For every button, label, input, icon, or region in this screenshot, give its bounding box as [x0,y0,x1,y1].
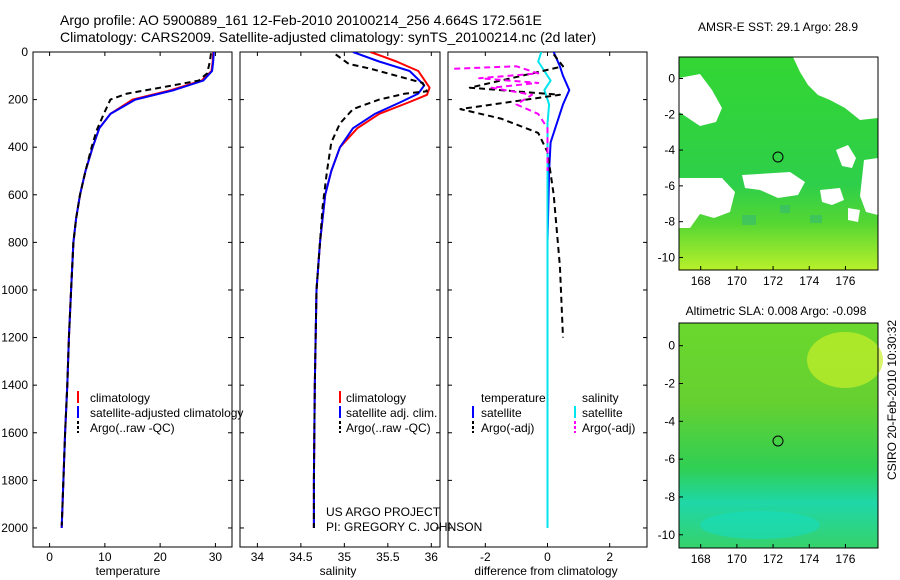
map-x-tick-label: 172 [763,552,783,566]
legend-label-temp-satellite: satellite [481,406,522,420]
temperature-series [60,52,215,529]
difference-xlabel: difference from climatology [474,564,617,578]
y-tick-label: 1000 [1,283,28,297]
y-tick-label: 200 [8,93,28,107]
map-x-tick-label: 174 [799,274,819,288]
sst-missing-data [679,57,878,228]
map-y-tick-label: -10 [658,528,676,542]
legend-label-satellite: satellite-adjusted climatology [90,406,243,420]
sst-map-axes: 168 170 172 174 176 0 -2 -4 -6 -8 -10 [658,71,856,288]
y-tick-label: 0 [21,45,28,59]
temperature-xlabel: temperature [96,564,161,578]
map-x-tick-label: 170 [727,274,747,288]
difference-legend: temperature salinity satellite satellite… [472,391,635,435]
sla-map-axes: 168 170 172 174 176 0 -2 -4 -6 -8 -10 [658,339,856,566]
series-line-salinity-argo-adj- [454,65,549,171]
x-tick-label: 20 [153,550,167,564]
sla-map-title: Altimetric SLA: 0.008 Argo: -0.098 [686,304,867,318]
map-y-tick-label: -4 [664,414,675,428]
map-x-tick-label: 168 [691,274,711,288]
map-x-tick-label: 172 [763,274,783,288]
legend-label-climatology: climatology [346,391,406,405]
legend-label-temp-argo: Argo(-adj) [481,421,534,435]
series-line-temperature-argo-adj- [459,53,564,338]
map-y-tick-label: -6 [664,452,675,466]
pi-annotation: PI: GREGORY C. JOHNSON [326,520,482,534]
salinity-x-axis: 34 34.5 35 35.5 36 [251,52,439,564]
x-tick-label: 10 [98,550,112,564]
sst-map [678,56,879,271]
salinity-xlabel: salinity [320,564,357,578]
legend-label-argo: Argo(..raw -QC) [346,421,431,435]
salinity-legend: climatology satellite adj. clim. Argo(..… [339,391,437,435]
x-tick-label: 2 [606,550,613,564]
sst-map-frame [678,56,879,271]
temperature-x-axis: 0 10 20 30 [46,52,222,564]
map-y-tick-label: -4 [664,143,675,157]
figure-subtitle: Climatology: CARS2009. Satellite-adjuste… [60,29,596,45]
map-y-tick-label: 0 [668,339,675,353]
legend-heading-temperature: temperature [481,391,546,405]
y-tick-label: 1200 [1,331,28,345]
sst-cool-patches [742,205,822,225]
x-tick-label: 34 [251,550,265,564]
map-x-tick-label: 176 [835,274,855,288]
map-y-tick-label: -2 [664,107,675,121]
difference-series [454,52,571,528]
legend-label-sal-satellite: satellite [582,406,623,420]
map-x-tick-label: 168 [691,552,711,566]
sla-low-anomaly [700,511,820,539]
map-x-tick-label: 174 [799,552,819,566]
y-tick-label: 600 [8,188,28,202]
sla-argo-location-marker [772,435,784,447]
map-y-tick-label: -6 [664,179,675,193]
temperature-axes [32,51,233,548]
y-tick-label: 1800 [1,473,28,487]
project-annotation: US ARGO PROJECT [326,505,441,519]
x-tick-label: -2 [480,550,491,564]
series-line-argo-raw-qc- [60,53,212,526]
salinity-axes [239,51,441,548]
x-tick-label: 35.5 [376,550,400,564]
sla-high-anomaly [807,332,883,388]
x-tick-label: 0 [46,550,53,564]
y-tick-label: 1600 [1,426,28,440]
map-y-tick-label: -8 [664,215,675,229]
legend-heading-salinity: salinity [582,391,619,405]
depth-axis: 0 200 400 600 800 1000 1200 1400 1600 1800 2000 [1,45,647,535]
x-tick-label: 36 [425,550,439,564]
y-tick-label: 2000 [1,521,28,535]
series-line-argo-raw-qc- [312,53,428,528]
salinity-series [312,52,431,528]
figure-title: Argo profile: AO 5900889_161 12-Feb-2010… [60,12,542,28]
x-tick-label: 0 [544,550,551,564]
sst-map-title: AMSR-E SST: 29.1 Argo: 28.9 [698,20,858,34]
legend-label-argo: Argo(..raw -QC) [90,421,175,435]
y-tick-label: 1400 [1,378,28,392]
map-x-tick-label: 170 [727,552,747,566]
legend-label-satellite: satellite adj. clim. [346,406,437,420]
map-x-tick-label: 176 [835,552,855,566]
x-tick-label: 30 [209,550,223,564]
temperature-legend: climatology satellite-adjusted climatolo… [77,391,243,435]
map-y-tick-label: -8 [664,490,675,504]
map-y-tick-label: -10 [658,250,676,264]
legend-label-climatology: climatology [90,391,150,405]
sla-map [678,322,883,549]
y-tick-label: 400 [8,140,28,154]
difference-x-axis: -2 0 2 [480,52,613,564]
sla-map-frame [678,322,879,549]
map-y-tick-label: 0 [668,71,675,85]
timestamp: CSIRO 20-Feb-2010 10:30:32 [885,320,899,480]
x-tick-label: 35 [338,550,352,564]
x-tick-label: 34.5 [289,550,313,564]
map-y-tick-label: -2 [664,377,675,391]
sst-argo-location-marker [772,151,784,163]
legend-label-sal-argo: Argo(-adj) [582,421,635,435]
y-tick-label: 800 [8,235,28,249]
